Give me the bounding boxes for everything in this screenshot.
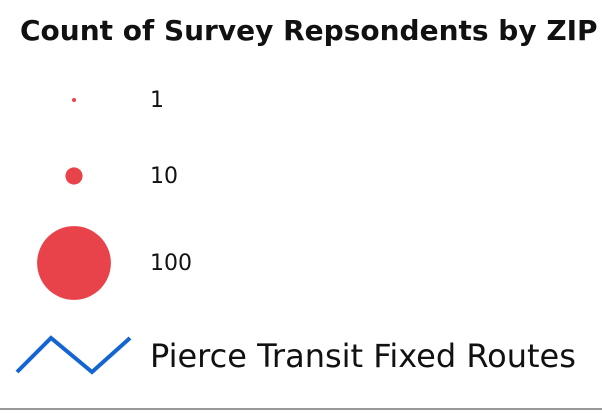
- route-label: Pierce Transit Fixed Routes: [150, 337, 576, 375]
- size-label: 10: [150, 164, 178, 189]
- size-symbol: [72, 98, 76, 102]
- route-symbol: [15, 335, 132, 375]
- size-symbol: [65, 167, 83, 185]
- size-symbol: [37, 226, 111, 300]
- size-label: 100: [150, 251, 192, 276]
- legend-title: Count of Survey Repsondents by ZIP: [20, 14, 598, 47]
- size-label: 1: [150, 88, 164, 113]
